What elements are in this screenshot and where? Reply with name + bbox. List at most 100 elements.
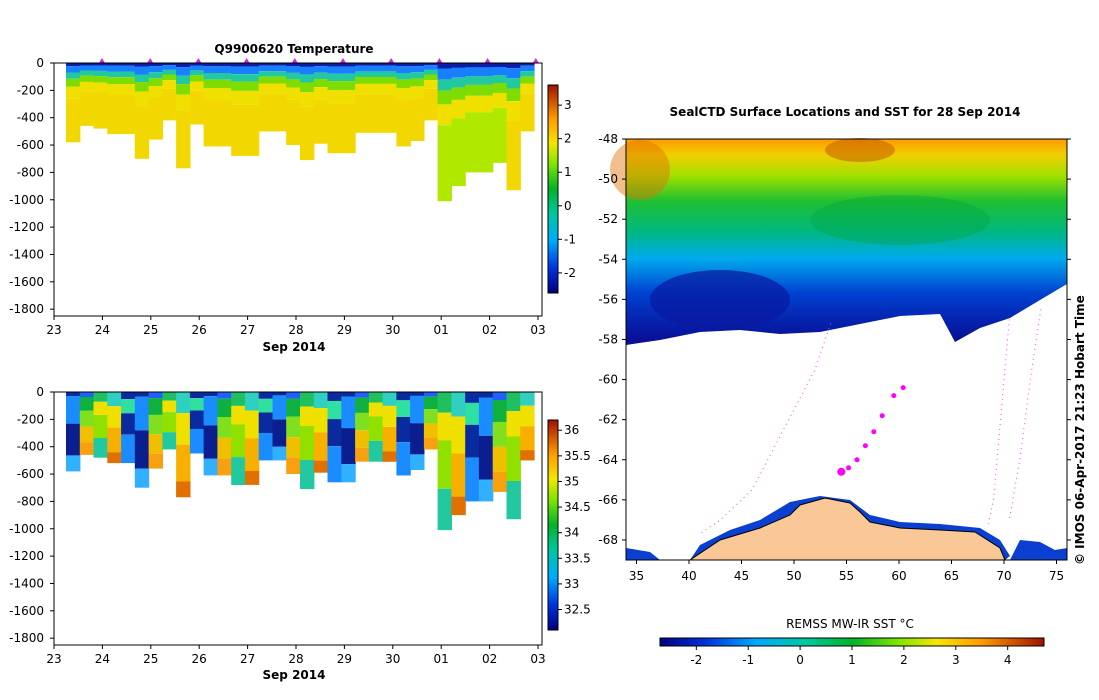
profile-cell xyxy=(162,80,177,89)
profile-cell xyxy=(520,93,535,132)
lon-tick-label: 60 xyxy=(891,569,906,583)
sst-colorbar-tick-label: -1 xyxy=(742,653,754,667)
surface-marker xyxy=(243,58,250,63)
profile-cell xyxy=(134,66,150,75)
profile-cell xyxy=(286,392,301,399)
profile-cell xyxy=(396,100,411,147)
profile-column xyxy=(244,63,260,156)
profile-cell xyxy=(355,63,370,66)
profile-cell xyxy=(272,392,287,396)
profile-cell xyxy=(162,412,177,433)
profile-cell xyxy=(355,65,370,72)
profile-cell xyxy=(258,398,274,413)
profile-cell xyxy=(300,82,315,93)
profile-cell xyxy=(506,63,521,69)
profile-cell xyxy=(313,392,329,409)
lat-tick-label: -66 xyxy=(598,493,618,507)
profile-cell xyxy=(162,432,177,450)
profile-cell xyxy=(465,457,480,502)
profile-cell xyxy=(148,434,163,454)
profile-column xyxy=(368,63,384,133)
profile-cell xyxy=(189,63,205,66)
profile-cell xyxy=(410,72,425,79)
profile-cell xyxy=(313,408,329,433)
profile-cell xyxy=(410,63,425,67)
profile-cell xyxy=(258,65,274,72)
profile-cell xyxy=(272,83,287,94)
profile-cell xyxy=(93,65,108,71)
profile-cell xyxy=(465,402,480,425)
colorbar-tick-label: 0 xyxy=(564,199,572,213)
profile-cell xyxy=(382,426,397,452)
profile-cell xyxy=(382,392,397,406)
y-tick-label: -600 xyxy=(17,467,44,481)
profile-cell xyxy=(231,66,246,75)
profile-cell xyxy=(478,392,494,398)
profile-cell xyxy=(423,65,439,70)
lat-tick-label: -68 xyxy=(598,533,618,547)
colorbar-tick-label: 34.5 xyxy=(564,500,591,514)
profile-cell xyxy=(368,402,384,417)
profile-cell xyxy=(437,392,452,413)
profile-cell xyxy=(341,396,356,429)
x-tick-label: 30 xyxy=(385,323,400,337)
profile-column xyxy=(217,63,232,147)
profile-column xyxy=(368,392,384,462)
profile-cell xyxy=(176,444,191,482)
profile-cell xyxy=(396,73,411,80)
profile-cell xyxy=(79,63,95,66)
y-tick-label: 0 xyxy=(36,385,44,399)
map-title: SealCTD Surface Locations and SST for 28… xyxy=(670,105,1021,119)
profile-cell xyxy=(478,95,494,113)
profile-cell xyxy=(327,73,342,81)
profile-cell xyxy=(272,446,287,461)
profile-cell xyxy=(327,90,342,104)
profile-cell xyxy=(382,83,397,95)
y-tick-label: -1000 xyxy=(9,193,44,207)
profile-column xyxy=(79,392,95,455)
profile-cell xyxy=(244,63,260,67)
profile-cell xyxy=(272,76,287,84)
profile-cell xyxy=(121,434,136,464)
profile-cell xyxy=(79,442,95,455)
profile-column xyxy=(313,63,329,144)
profile-cell xyxy=(465,112,480,173)
profile-cell xyxy=(355,76,370,84)
profile-cell xyxy=(341,73,356,81)
profile-cell xyxy=(79,65,95,71)
profile-cell xyxy=(258,93,274,132)
sst-colorbar xyxy=(659,637,1045,647)
profile-cell xyxy=(506,120,521,191)
x-tick-label: 28 xyxy=(288,652,303,666)
colorbar-tick-label: 32.5 xyxy=(564,603,591,617)
y-tick-label: -800 xyxy=(17,494,44,508)
profile-cell xyxy=(231,81,246,91)
profile-cell xyxy=(93,401,108,415)
profile-column xyxy=(396,392,411,476)
temperature-panel: Q9900620 Temperature 0 -200 -400 -600 -800 -1… xyxy=(9,42,576,354)
profile-cell xyxy=(355,94,370,133)
profile-cell xyxy=(176,67,191,76)
profile-column xyxy=(121,392,136,464)
profile-cell xyxy=(368,71,384,77)
profile-cell xyxy=(355,430,370,448)
x-tick-label: 02 xyxy=(482,323,497,337)
profile-cell xyxy=(231,104,246,156)
profile-column xyxy=(410,63,425,141)
profile-cell xyxy=(66,396,81,424)
profile-cell xyxy=(66,78,81,87)
profile-cell xyxy=(368,440,384,462)
profile-cell xyxy=(272,65,287,72)
profile-cell xyxy=(272,419,287,447)
profile-cell xyxy=(465,392,480,403)
profile-cell xyxy=(382,65,397,72)
temperature-x-axis-label: Sep 2014 xyxy=(263,340,326,354)
profile-cell xyxy=(506,88,521,102)
profile-cell xyxy=(217,392,232,399)
profile-cell xyxy=(368,76,384,84)
profile-cell xyxy=(148,66,163,73)
profile-column xyxy=(272,392,287,461)
colorbar-tick-label: 1 xyxy=(564,165,572,179)
profile-cell xyxy=(286,416,301,438)
profile-column xyxy=(176,63,191,169)
